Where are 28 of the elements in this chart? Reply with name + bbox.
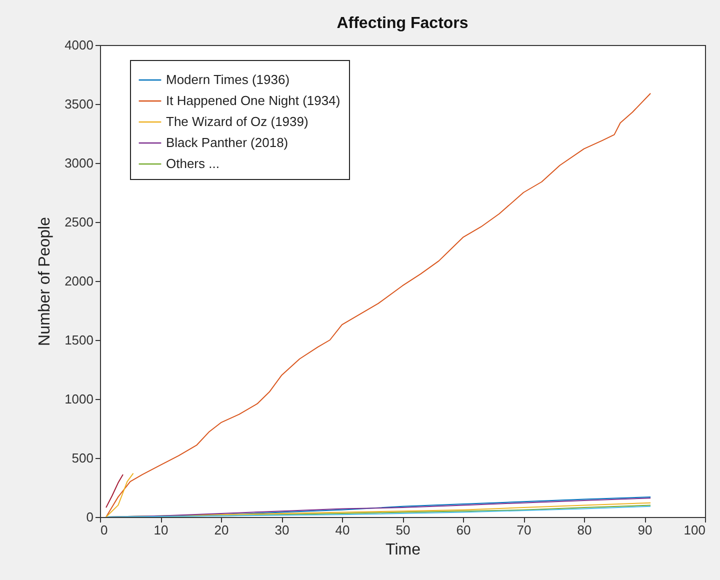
y-tick-label: 0 (86, 510, 94, 524)
legend-label: Others ... (166, 156, 220, 171)
legend-label: Black Panther (2018) (166, 135, 288, 150)
x-tick-label: 60 (456, 522, 471, 538)
x-tick-label: 10 (154, 522, 168, 538)
x-tick-label: 20 (214, 522, 229, 538)
x-axis-title: Time (386, 542, 421, 558)
y-tick-label: 2500 (64, 214, 94, 230)
x-tick-label: 30 (274, 522, 290, 538)
y-tick-label: 1500 (64, 332, 94, 348)
chart-title: Affecting Factors (336, 15, 468, 32)
x-tick-label: 90 (638, 522, 652, 538)
y-tick-label: 3500 (64, 96, 94, 112)
y-tick-label: 2000 (64, 274, 94, 288)
y-axis-title: Number of People (36, 216, 54, 346)
y-tick-label: 3000 (64, 156, 94, 170)
y-tick-label: 1000 (64, 392, 94, 406)
x-tick-label: 80 (577, 522, 592, 538)
x-tick-label: 100 (684, 522, 706, 538)
y-tick-label: 4000 (64, 38, 94, 52)
x-tick-label: 0 (100, 522, 108, 538)
y-tick-label: 500 (72, 450, 94, 466)
legend-label: The Wizard of Oz (1939) (166, 114, 308, 129)
x-tick-label: 40 (335, 522, 350, 538)
legend-label: It Happened One Night (1934) (166, 93, 340, 108)
legend-label: Modern Times (1936) (166, 72, 290, 87)
x-tick-label: 50 (396, 522, 410, 538)
x-tick-label: 70 (516, 522, 532, 538)
